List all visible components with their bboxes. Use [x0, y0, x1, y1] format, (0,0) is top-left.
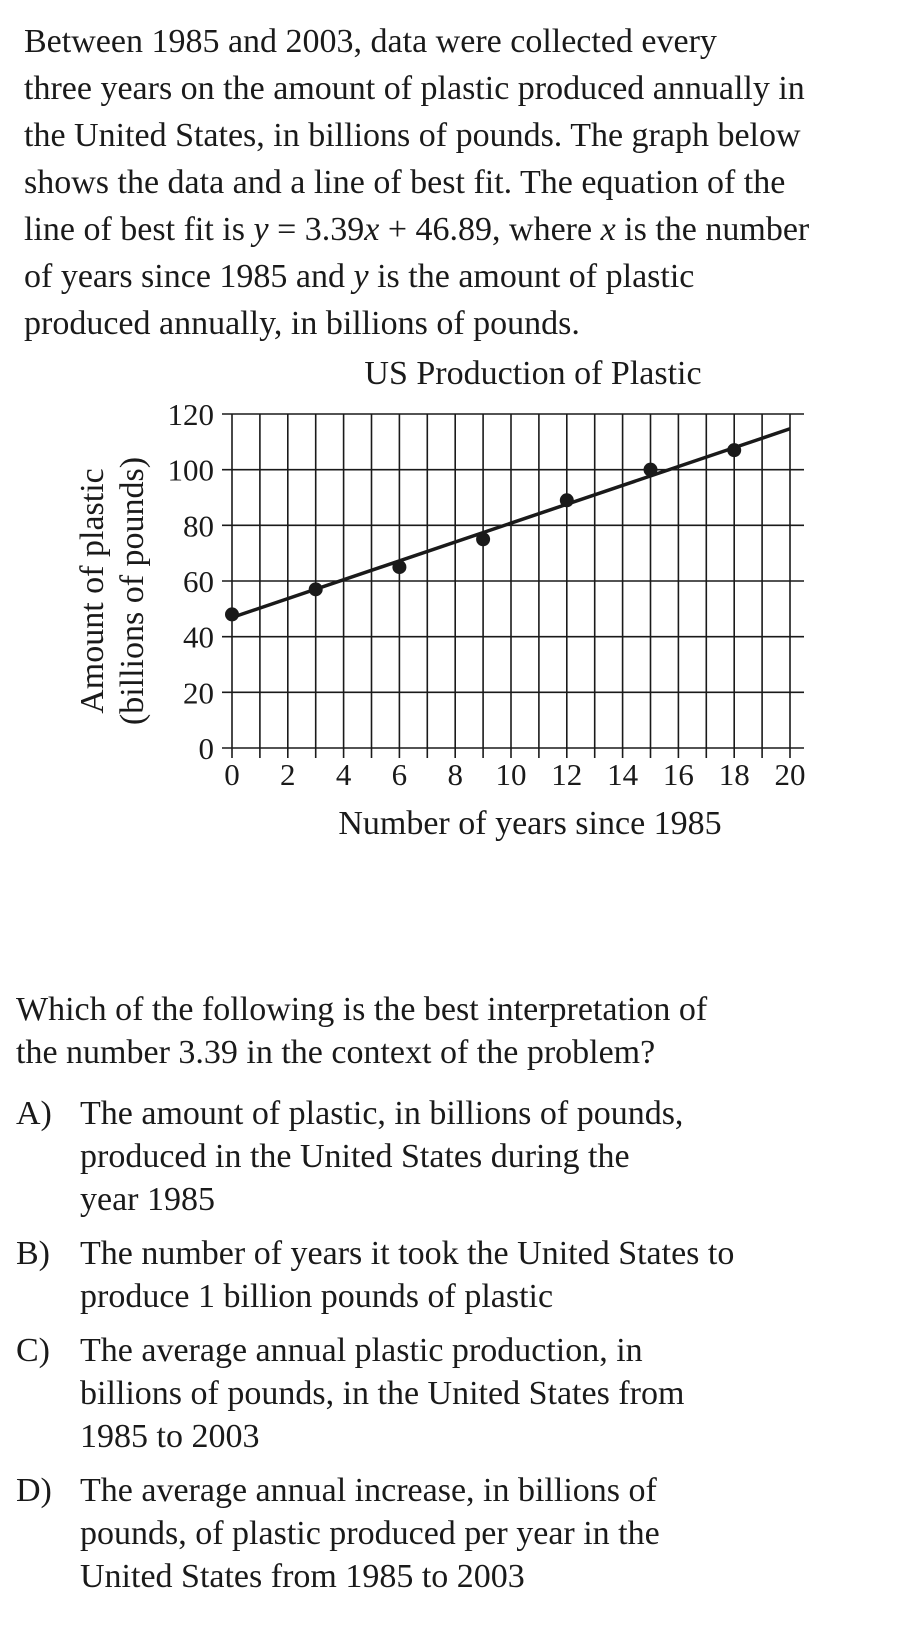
intro-line-7: produced annually, in billions of pounds…: [24, 305, 580, 342]
data-point: [392, 560, 407, 575]
choice-c[interactable]: C) The average annual plastic production…: [16, 1329, 906, 1458]
y-tick-label: 60: [183, 564, 214, 599]
intro-line-5: line of best fit is y = 3.39x + 46.89, w…: [24, 206, 904, 253]
x-tick-label: 12: [551, 757, 582, 792]
y-tick-label: 100: [168, 453, 215, 488]
choice-letter: D): [16, 1472, 52, 1509]
choice-letter: C): [16, 1332, 50, 1369]
intro-line-1: Between 1985 and 2003, data were collect…: [24, 23, 717, 60]
intro-line-6: of years since 1985 and y is the amount …: [24, 253, 904, 300]
problem-statement: Between 1985 and 2003, data were collect…: [24, 18, 904, 347]
x-tick-label: 18: [719, 757, 750, 792]
choice-text: The amount of plastic, in billions of po…: [80, 1095, 684, 1132]
x-tick-label: 10: [496, 757, 527, 792]
x-tick-label: 8: [447, 757, 463, 792]
choice-letter: B): [16, 1235, 50, 1272]
choice-text: year 1985: [80, 1181, 216, 1218]
data-point: [308, 582, 323, 597]
x-tick-label: 14: [607, 757, 639, 792]
data-point: [643, 462, 658, 477]
x-tick-label: 6: [392, 757, 408, 792]
intro-line-4: shows the data and a line of best fit. T…: [24, 164, 786, 201]
question-stem: Which of the following is the best inter…: [16, 988, 896, 1074]
data-point: [559, 493, 574, 508]
x-tick-label: 16: [663, 757, 694, 792]
choice-text: produced in the United States during the: [80, 1138, 630, 1175]
var-x: x: [364, 211, 380, 248]
x-tick-label: 2: [280, 757, 296, 792]
choice-letter: A): [16, 1095, 52, 1132]
x-axis-ticks: 0 2 4 6 8 10 12 14 16 18 20: [224, 757, 805, 792]
y-tick-label: 80: [183, 508, 214, 543]
intro-line-3: the United States, in billions of pounds…: [24, 117, 801, 154]
equation-text: + 46.89, where: [379, 211, 601, 248]
choice-d[interactable]: D) The average annual increase, in billi…: [16, 1469, 906, 1598]
data-points: [225, 443, 742, 622]
choice-text: United States from 1985 to 2003: [80, 1558, 525, 1595]
question-line-2: the number 3.39 in the context of the pr…: [16, 1034, 656, 1071]
choice-text: billions of pounds, in the United States…: [80, 1375, 685, 1412]
x-tick-label: 0: [224, 757, 240, 792]
scatter-chart: US Production of Plastic 020406080100120…: [74, 360, 806, 842]
x-tick-label: 4: [336, 757, 352, 792]
choice-a[interactable]: A) The amount of plastic, in billions of…: [16, 1092, 906, 1221]
choice-text: The average annual plastic production, i…: [80, 1332, 643, 1369]
choice-text: The average annual increase, in billions…: [80, 1472, 657, 1509]
choice-text: The number of years it took the United S…: [80, 1235, 735, 1272]
x-tick-label: 20: [775, 757, 806, 792]
best-fit-line: [231, 427, 791, 620]
data-point: [727, 443, 742, 458]
y-axis-label-line-1: Amount of plastic: [74, 468, 111, 714]
intro-text: is the amount of plastic: [368, 258, 695, 295]
y-tick-label: 120: [168, 397, 215, 432]
var-x: x: [600, 211, 616, 248]
var-y: y: [353, 258, 369, 295]
y-axis-label-line-2: (billions of pounds): [114, 457, 151, 725]
y-tick-label: 40: [183, 620, 214, 655]
intro-text: of years since 1985 and: [24, 258, 354, 295]
choice-text: produce 1 billion pounds of plastic: [80, 1278, 554, 1315]
var-y: y: [253, 211, 269, 248]
equation-text: = 3.39: [268, 211, 365, 248]
data-point: [225, 607, 239, 622]
y-tick-label: 20: [183, 675, 214, 710]
choice-text: pounds, of plastic produced per year in …: [80, 1515, 660, 1552]
data-point: [476, 532, 491, 547]
chart-title: US Production of Plastic: [364, 360, 701, 392]
answer-choices: A) The amount of plastic, in billions of…: [16, 1092, 906, 1609]
y-tick-label: 0: [199, 731, 215, 766]
intro-text: is the number: [615, 211, 810, 248]
y-axis-ticks: 0 20 40 60 80 100 120: [168, 397, 215, 766]
intro-line-2: three years on the amount of plastic pro…: [24, 70, 805, 107]
question-line-1: Which of the following is the best inter…: [16, 991, 708, 1028]
choice-b[interactable]: B) The number of years it took the Unite…: [16, 1232, 906, 1318]
choice-text: 1985 to 2003: [80, 1418, 260, 1455]
intro-text: line of best fit is: [24, 211, 254, 248]
chart-grid: [222, 413, 804, 758]
x-axis-label: Number of years since 1985: [338, 805, 721, 842]
